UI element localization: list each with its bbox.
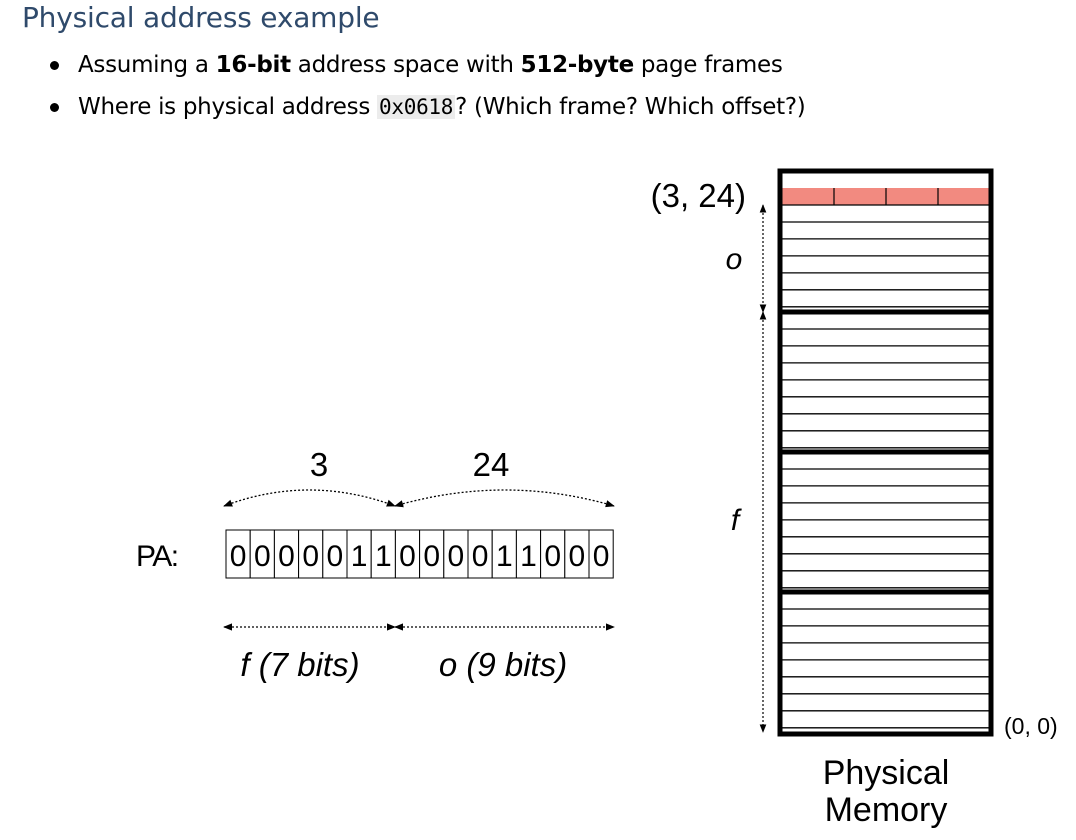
frame-number-label: 3 xyxy=(310,446,328,483)
frame-field-label: f (7 bits) xyxy=(240,646,359,683)
bullet-bold-text: 16-bit xyxy=(215,52,291,78)
bullet-item: Where is physical address 0x0618? (Which… xyxy=(50,86,806,128)
bit-cell xyxy=(588,529,614,579)
bit-value: 1 xyxy=(520,540,537,573)
bit-cell xyxy=(322,529,348,579)
bit-cell xyxy=(515,529,542,579)
bit-value: 0 xyxy=(230,540,247,573)
memory-rows xyxy=(780,204,991,729)
bit-value: 0 xyxy=(399,540,416,573)
bit-value: 0 xyxy=(423,540,440,573)
bit-cell xyxy=(346,529,372,579)
origin-label: (0, 0) xyxy=(1004,713,1058,739)
bullet-text: page frames xyxy=(633,52,783,78)
address-code: 0x0618 xyxy=(377,95,456,119)
bullet-item: Assuming a 16-bit address space with 512… xyxy=(50,44,805,86)
bit-value: 0 xyxy=(254,540,271,573)
bit-cell xyxy=(443,529,469,579)
bit-value: 0 xyxy=(278,540,295,573)
offset-arrow-label: o xyxy=(726,243,743,276)
offset-brace-arrow xyxy=(394,489,615,508)
bit-value: 0 xyxy=(448,540,465,573)
bit-value: 0 xyxy=(327,540,344,573)
bit-value: 0 xyxy=(593,540,610,573)
bullet-text: Assuming a xyxy=(78,52,216,78)
offset-field-label: o (9 bits) xyxy=(439,646,567,683)
bit-cell xyxy=(467,529,493,579)
bit-value: 0 xyxy=(544,540,561,573)
bullet-dot-icon xyxy=(50,103,59,112)
target-address-label: (3, 24) xyxy=(651,177,746,214)
bit-cell xyxy=(225,529,251,579)
bit-cell xyxy=(249,529,275,579)
memory-caption-line1: Physical xyxy=(823,754,950,792)
bit-value: 1 xyxy=(375,540,392,573)
frame-arrow-label: f xyxy=(731,504,742,537)
bit-cell xyxy=(394,529,421,579)
bit-value: 0 xyxy=(472,540,489,573)
bit-cell xyxy=(491,529,517,579)
bullet-text: address space with xyxy=(290,52,521,78)
bit-value: 1 xyxy=(351,540,368,573)
bit-value: 0 xyxy=(302,540,319,573)
bullet-text: Where is physical address xyxy=(78,94,378,120)
pa-label: PA: xyxy=(136,540,178,573)
memory-caption-line2: Memory xyxy=(825,791,948,829)
bullet-dot-icon xyxy=(50,61,59,70)
bit-cell xyxy=(298,529,324,579)
slide-title: Physical address example xyxy=(22,1,380,34)
bullet-bold-text: 512-byte xyxy=(520,52,635,78)
bit-value: 0 xyxy=(569,540,586,573)
bullet-text: ? (Which frame? Which offset?) xyxy=(455,94,806,120)
bit-value: 1 xyxy=(496,540,513,573)
frame-brace-arrow xyxy=(223,489,396,507)
offset-number-label: 24 xyxy=(473,446,510,483)
bullet-list: Assuming a 16-bit address space with 512… xyxy=(50,44,806,128)
